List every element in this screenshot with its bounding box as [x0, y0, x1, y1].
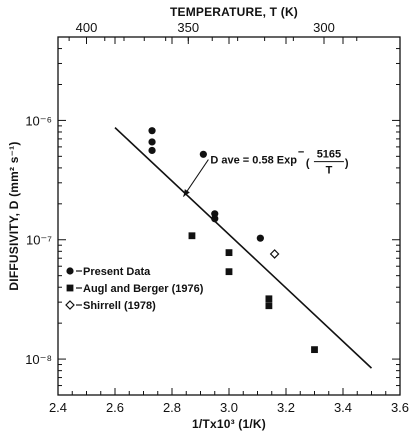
equation-paren-left: (: [306, 158, 310, 170]
plot-border: [57, 36, 401, 396]
data-point: [199, 150, 207, 158]
data-point: [225, 249, 233, 257]
top-tick-label: 400: [76, 20, 98, 35]
x-tick-label: 3.4: [334, 400, 352, 415]
x-tick-label: 2.8: [163, 400, 181, 415]
data-point: [148, 138, 156, 146]
data-point: [188, 232, 196, 240]
legend-label-shirrell: Shirrell (1978): [83, 300, 156, 312]
legend-marker-present-data: [66, 267, 74, 275]
equation-annotation: D ave = 0.58 Exp ( − 5165 T ): [182, 147, 349, 197]
legend-label-present-data: Present Data: [83, 266, 151, 278]
data-point: [256, 234, 264, 242]
legend: Present Data Augl and Berger (1976) Shir…: [65, 266, 204, 312]
fit-line: [114, 127, 373, 369]
data-point: [148, 127, 156, 135]
data-point: [265, 302, 273, 310]
y-tick-label: 10⁻⁶: [25, 113, 52, 128]
legend-marker-augl-berger: [66, 284, 74, 292]
data-point: [211, 210, 219, 218]
x-axis-title: 1/Tx10³ (1/K): [192, 417, 266, 431]
equation-minus: −: [298, 147, 304, 159]
top-axis-title: TEMPERATURE, T (K): [170, 5, 298, 19]
data-point: [225, 268, 233, 276]
x-tick-label: 2.4: [49, 400, 67, 415]
left-axis-ticks: 10⁻⁸ 10⁻⁷ 10⁻⁶: [25, 36, 400, 387]
plot-frame: [57, 36, 401, 396]
top-axis-ticks: 400 350 300: [68, 20, 358, 44]
data-point: [148, 146, 156, 155]
bottom-axis-ticks: 2.4 2.6 2.8 3.0 3.2 3.4 3.6: [49, 37, 409, 415]
data-point: [269, 249, 280, 259]
series-0: [148, 127, 264, 242]
x-tick-label: 2.6: [106, 400, 124, 415]
data-point: [211, 215, 219, 223]
data-points: [148, 127, 318, 354]
annotation-arrowhead: [183, 189, 190, 197]
equation-denominator: T: [326, 165, 333, 177]
equation-prefix: D ave = 0.58 Exp: [210, 155, 297, 167]
top-tick-label: 300: [313, 20, 335, 35]
series-2: [269, 249, 280, 259]
legend-label-augl-berger: Augl and Berger (1976): [83, 283, 204, 295]
equation-paren-right: ): [345, 158, 349, 170]
x-tick-label: 3.0: [220, 400, 238, 415]
y-tick-label: 10⁻⁸: [25, 352, 52, 367]
y-tick-label: 10⁻⁷: [26, 233, 52, 248]
x-tick-label: 3.2: [277, 400, 295, 415]
legend-marker-shirrell: [65, 300, 75, 310]
data-point: [311, 346, 318, 354]
data-point: [265, 295, 273, 303]
top-tick-label: 350: [177, 20, 199, 35]
x-tick-label: 3.6: [391, 400, 409, 415]
equation-numerator: 5165: [317, 149, 341, 161]
series-1: [188, 232, 318, 354]
annotation-arrow: [182, 159, 209, 197]
y-axis-title: DIFFUSIVITY, D (mm² s⁻¹): [7, 141, 21, 290]
